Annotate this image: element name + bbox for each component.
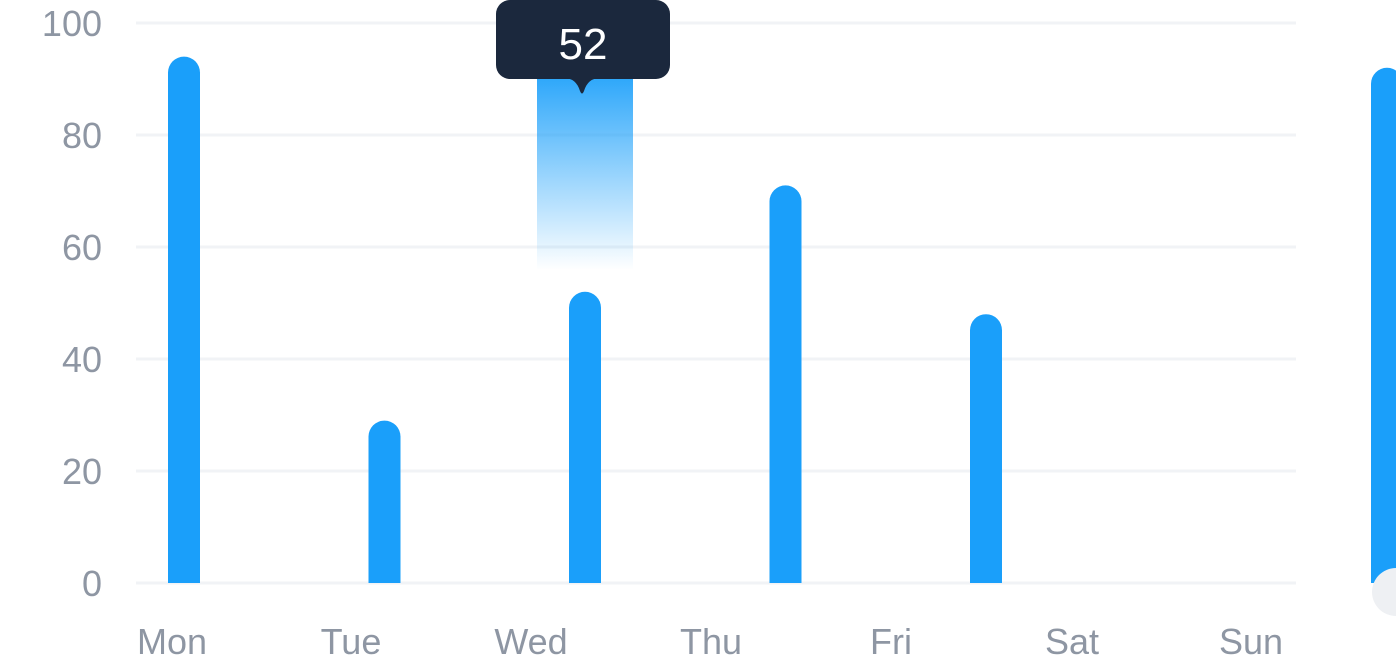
- tooltip: 52: [496, 0, 670, 94]
- tooltip-pointer: [564, 78, 600, 94]
- x-tick-label-sun: Sun: [1219, 621, 1283, 662]
- hover-highlight: [537, 70, 633, 270]
- y-axis-tick-labels: 0 20 40 60 80 100: [42, 3, 102, 604]
- x-axis-tick-labels: Mon Tue Wed Thu Fri Sat Sun: [137, 621, 1283, 662]
- y-tick-label-0: 0: [82, 563, 102, 604]
- bar-wed[interactable]: [569, 291, 601, 583]
- x-tick-label-fri: Fri: [870, 621, 912, 662]
- x-tick-label-mon: Mon: [137, 621, 207, 662]
- x-tick-label-sat: Sat: [1045, 621, 1099, 662]
- y-tick-label-40: 40: [62, 339, 102, 380]
- hover-highlight-band: [537, 70, 633, 270]
- x-tick-label-wed: Wed: [494, 621, 567, 662]
- tooltip-box: [496, 0, 670, 79]
- tooltip-value: 52: [559, 20, 608, 69]
- y-tick-label-80: 80: [62, 115, 102, 156]
- y-tick-label-60: 60: [62, 227, 102, 268]
- x-tick-label-thu: Thu: [680, 621, 742, 662]
- bar-mon[interactable]: [168, 56, 200, 584]
- x-tick-label-tue: Tue: [321, 621, 382, 662]
- bar-fri[interactable]: [970, 314, 1002, 583]
- y-tick-label-100: 100: [42, 3, 102, 44]
- bar-tue[interactable]: [368, 420, 401, 583]
- bar-sun[interactable]: [1371, 67, 1396, 583]
- grid-lines: [136, 21, 1296, 585]
- bar-thu[interactable]: [769, 185, 802, 583]
- y-tick-label-20: 20: [62, 451, 102, 492]
- bars: [168, 56, 1396, 584]
